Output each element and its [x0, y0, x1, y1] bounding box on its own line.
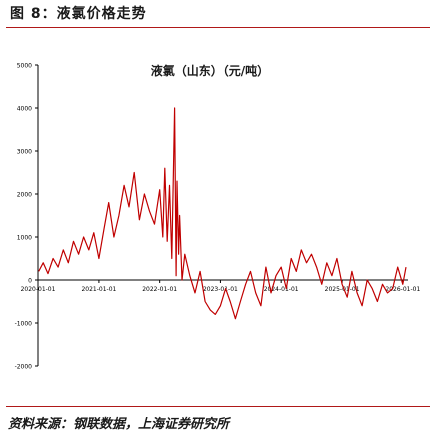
x-tick-label: 2024-01-01 — [264, 286, 299, 293]
figure-title: 图 8：液氯价格走势 — [10, 6, 147, 22]
x-tick-label: 2022-01-01 — [142, 286, 177, 293]
x-tick-label: 2021-01-01 — [81, 286, 116, 293]
y-tick-label: 5000 — [17, 63, 32, 70]
chart-title: 液氯（山东）（元/吨） — [151, 63, 269, 78]
x-tick-label: 2025-01-01 — [325, 286, 360, 293]
series-line — [38, 107, 407, 320]
axes — [37, 65, 408, 366]
y-tick-label: 1000 — [17, 235, 32, 242]
source-rule — [6, 406, 430, 407]
y-tick-label: 0 — [28, 278, 32, 285]
y-tick-label: -1000 — [15, 321, 33, 328]
y-tick-label: 2000 — [17, 192, 32, 199]
y-tick-label: 3000 — [17, 149, 32, 156]
x-axis-ticks: 2020-01-01 2021-01-01 2022-01-01 2023-01-01… — [21, 280, 420, 293]
y-tick-label: -2000 — [15, 364, 33, 371]
title-rule — [6, 27, 430, 28]
series-group — [38, 107, 407, 320]
x-tick-label: 2020-01-01 — [21, 286, 56, 293]
x-tick-label: 2026-01-01 — [385, 286, 420, 293]
line-chart: 液氯（山东）（元/吨） 5000 4000 3000 2000 1000 0 -1000 -2… — [15, 63, 421, 371]
x-tick-label: 2023-01-01 — [203, 286, 238, 293]
y-axis-ticks: 5000 4000 3000 2000 1000 0 -1000 -2000 — [15, 63, 38, 371]
y-tick-label: 4000 — [17, 106, 32, 113]
source-note: 资料来源：钢联数据，上海证券研究所 — [8, 417, 230, 432]
